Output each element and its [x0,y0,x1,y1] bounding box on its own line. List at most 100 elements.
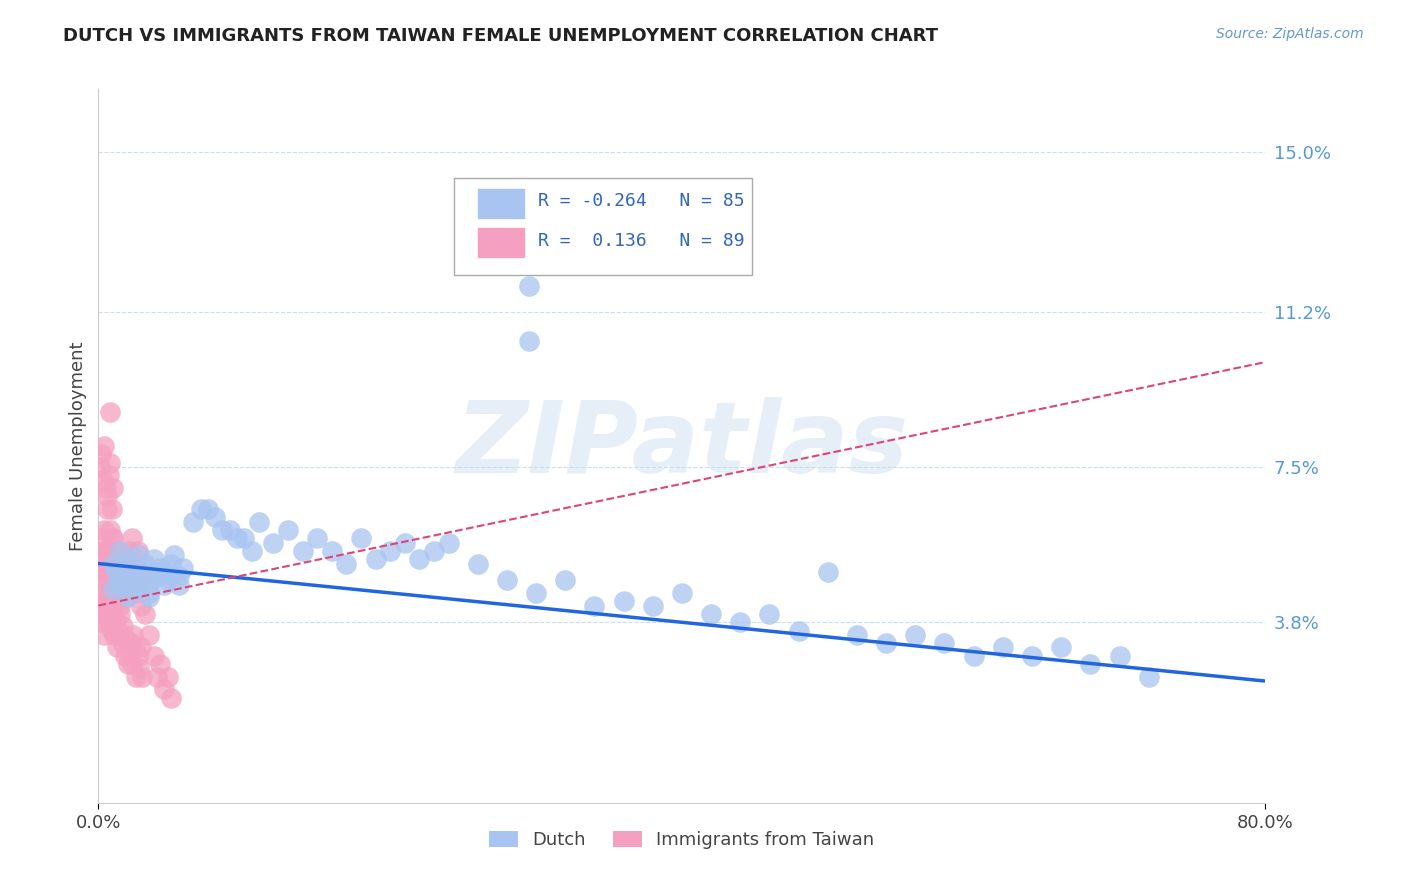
Point [98,523,121,537]
Point [115,557,138,571]
Point [1050,640,1073,655]
Point [125,586,148,600]
Point [104,557,127,571]
Point [122,574,145,588]
Point [517,334,540,348]
Point [122,628,145,642]
Point [104,615,127,630]
Point [134,607,156,621]
Point [111,574,134,588]
Point [583,599,606,613]
Point [124,557,146,571]
Point [117,657,139,672]
Point [90,532,112,546]
Point [117,552,139,566]
Point [100,502,122,516]
Point [172,560,194,574]
Point [101,582,124,596]
Point [758,607,780,621]
Point [124,569,146,583]
FancyBboxPatch shape [454,178,752,275]
Point [247,515,270,529]
Point [103,574,125,588]
Point [134,557,156,571]
Point [240,544,263,558]
Point [128,548,150,562]
Point [1080,657,1102,672]
Point [96,590,118,604]
Point [118,648,141,663]
Point [277,523,299,537]
Point [100,532,122,546]
Point [437,535,460,549]
Point [114,648,136,663]
Point [121,532,143,546]
Point [671,586,693,600]
Point [364,552,387,566]
Point [96,502,118,516]
Point [101,599,124,613]
Point [111,636,134,650]
Point [128,565,150,579]
Point [380,544,402,558]
Point [101,557,124,571]
Point [641,599,664,613]
Point [89,557,111,571]
Point [131,565,153,579]
Text: ZIPatlas: ZIPatlas [456,398,908,494]
Point [121,657,143,672]
Point [307,532,329,546]
Point [335,557,357,571]
Point [226,532,249,546]
Point [131,574,153,588]
Point [146,565,169,579]
Point [730,615,752,630]
Point [97,557,120,571]
Point [105,640,128,655]
Point [163,548,186,562]
Point [350,532,373,546]
Point [96,489,118,503]
Point [108,544,131,558]
Point [467,557,489,571]
Point [124,640,146,655]
Point [110,607,132,621]
Point [149,657,172,672]
Point [112,565,135,579]
Point [100,557,122,571]
Point [160,569,183,583]
Point [875,636,897,650]
Point [117,590,139,604]
Point [90,447,112,461]
Point [127,648,149,663]
Point [93,565,115,579]
Point [103,628,125,642]
Point [108,624,131,638]
Point [129,640,152,655]
Point [90,574,112,588]
Point [262,535,284,549]
Point [197,502,219,516]
Point [962,648,984,663]
Point [787,624,810,638]
Point [204,510,226,524]
Point [104,565,127,579]
Point [1108,648,1130,663]
Y-axis label: Female Unemployment: Female Unemployment [69,342,87,550]
Point [846,628,869,642]
Point [93,628,115,642]
Point [157,574,180,588]
Point [554,574,576,588]
Point [101,481,124,495]
Point [124,582,146,596]
Text: R =  0.136   N = 89: R = 0.136 N = 89 [538,232,745,250]
Point [117,582,139,596]
Point [101,532,124,546]
Point [991,640,1014,655]
Point [120,636,142,650]
FancyBboxPatch shape [478,228,524,257]
Point [160,690,183,705]
Point [138,628,160,642]
Point [98,456,121,470]
Point [112,619,135,633]
